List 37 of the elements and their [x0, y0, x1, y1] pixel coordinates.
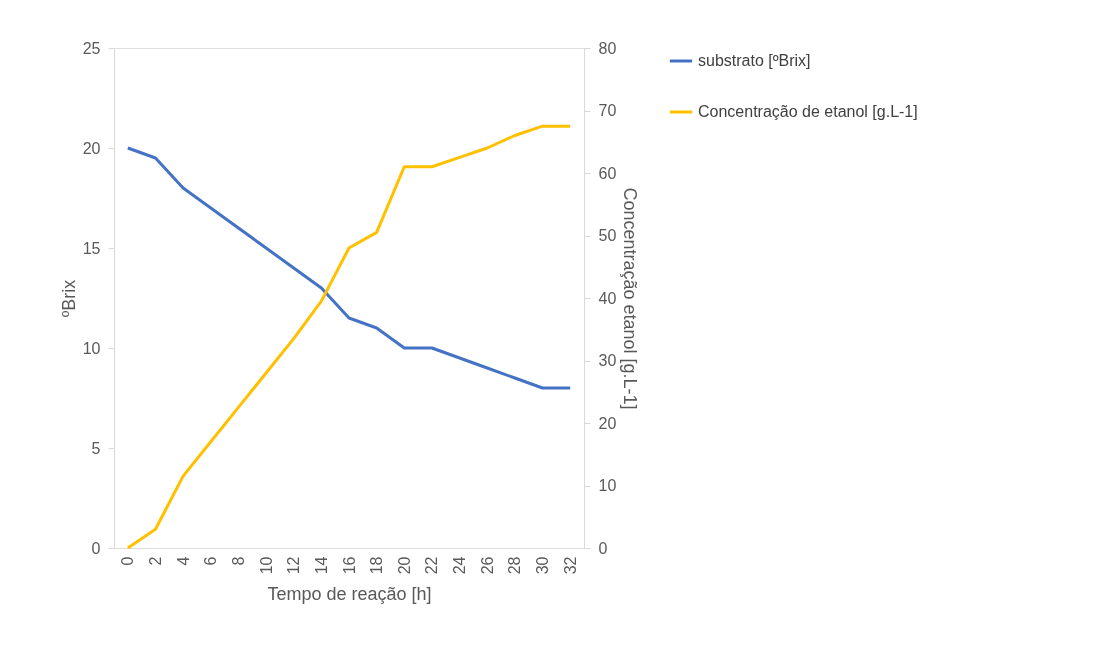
- x-tick-label: 2: [146, 556, 164, 566]
- line-series: [126, 124, 572, 550]
- x-tick-label: 20: [395, 556, 413, 575]
- y-tick-label: 20: [82, 139, 101, 157]
- y2-tick-label: 50: [598, 227, 617, 244]
- y2-tick-label: 60: [598, 164, 617, 182]
- x-tick-label: 10: [257, 556, 275, 575]
- x-tick-label: 16: [340, 556, 358, 575]
- x-tick-label: 18: [368, 556, 386, 575]
- y-axis-title: ºBrix: [58, 279, 79, 318]
- x-tick-label: 12: [285, 556, 303, 575]
- y-tick-label: 5: [91, 439, 101, 457]
- y2-axis-title: Concentração etanol [g.L-1]: [620, 187, 641, 410]
- y2-tick-label: 80: [598, 39, 617, 57]
- x-tick-label: 8: [229, 556, 247, 566]
- y2-tick-label: 70: [598, 102, 617, 119]
- x-tick-label: 4: [174, 556, 192, 566]
- x-tick-label: 6: [202, 556, 220, 566]
- x-tick-label: 30: [534, 556, 552, 575]
- x-tick-label: 14: [312, 556, 330, 575]
- y2-tick-label: 20: [598, 414, 617, 432]
- y-tick-label: 10: [82, 339, 101, 357]
- y-tick-label: 25: [82, 39, 101, 57]
- x-tick-label: 26: [478, 556, 496, 575]
- legend-label: substrato [ºBrix]: [698, 52, 811, 69]
- x-tick-label: 0: [119, 556, 137, 566]
- legend-label: Concentração de etanol [g.L-1]: [698, 103, 918, 120]
- x-axis-title: Tempo de reação [h]: [267, 584, 432, 605]
- y-tick-label: 15: [82, 239, 101, 257]
- x-tick-label: 32: [561, 556, 579, 575]
- x-tick-label: 24: [451, 556, 469, 575]
- y2-tick-label: 40: [598, 289, 617, 307]
- x-tick-label: 22: [423, 556, 441, 575]
- y2-tick-label: 10: [598, 477, 617, 494]
- line-series: [126, 146, 572, 390]
- x-tick-label: 28: [506, 556, 524, 575]
- y2-tick-label: 30: [598, 352, 617, 369]
